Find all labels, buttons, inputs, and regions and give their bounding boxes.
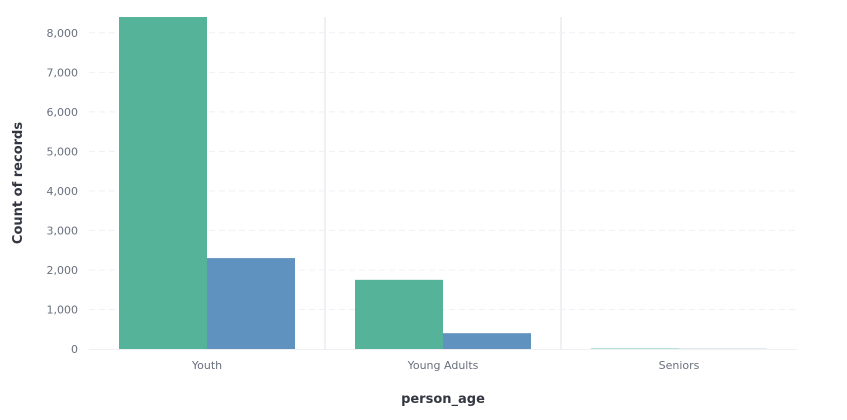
x-tick-label: Seniors (659, 359, 700, 372)
bar-youth-series-2 (207, 258, 295, 349)
x-axis-title: person_age (401, 392, 485, 407)
y-tick-label: 7,000 (47, 66, 79, 79)
y-tick-label: 2,000 (47, 264, 79, 277)
x-tick-label: Young Adults (407, 359, 479, 372)
bars (119, 17, 767, 349)
y-tick-label: 3,000 (47, 224, 79, 237)
y-tick-label: 4,000 (47, 185, 79, 198)
y-tick-label: 8,000 (47, 27, 79, 40)
bar-youth-series-1 (119, 17, 207, 349)
y-tick-label: 1,000 (47, 303, 79, 316)
bar-young-adults-series-1 (355, 280, 443, 349)
x-tick-label: Youth (191, 359, 222, 372)
y-axis-title: Count of records (11, 122, 26, 244)
y-tick-label: 6,000 (47, 106, 79, 119)
bar-young-adults-series-2 (443, 333, 531, 349)
y-tick-label: 0 (71, 343, 78, 356)
y-tick-label: 5,000 (47, 145, 79, 158)
